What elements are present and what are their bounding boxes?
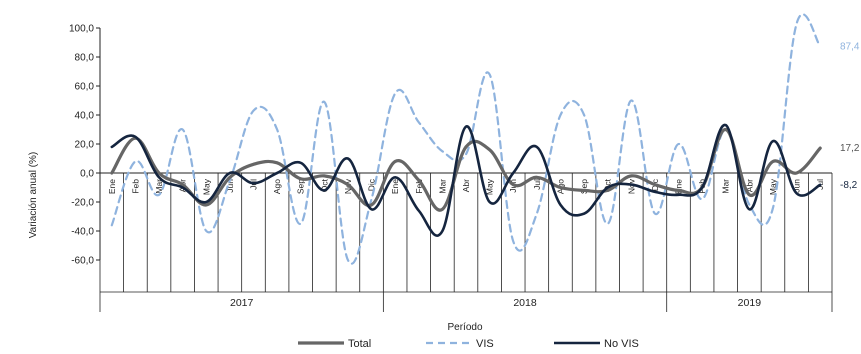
x-tick-label: Sep [579,179,589,194]
y-axis-title: Variación anual (%) [28,152,39,239]
year-label: 2019 [738,297,762,309]
y-tick-label: -40,0 [71,227,94,238]
series-lines [110,13,822,265]
x-tick-label: Jun [225,179,235,193]
end-labels: 87,4 17,2 -8,2 [840,41,860,191]
y-tick-label: 80,0 [75,53,95,64]
legend: Total VIS No VIS [298,338,639,350]
x-tick-label: Feb [130,179,140,194]
x-tick-label: Abr [744,179,754,192]
y-tick-label: 40,0 [75,111,95,122]
x-tick-label: Mar [721,179,731,194]
x-tick-label: Sep [296,179,306,194]
legend-label: Total [348,338,371,350]
y-tick-label: 20,0 [75,140,95,151]
legend-label: VIS [476,338,494,350]
x-tick-label: Jul [532,179,542,190]
x-tick-label: May [201,178,211,195]
x-tick-label: May [768,178,778,195]
x-tick-label: Nov [626,178,636,194]
x-tick-label: Feb [414,179,424,194]
x-tick-label: Jun [792,179,802,193]
x-axis: Ene Feb Mar Abr May Jun Jul Ago Sep Oct Nov Dic Ene F… [99,172,833,312]
year-label: 2018 [513,297,537,309]
x-tick-label: Mar [437,179,447,194]
x-axis-title: Período [447,322,482,333]
x-tick-label: Ene [107,179,117,194]
series-line-vis [110,13,822,265]
x-tick-label: Oct [319,178,329,192]
x-tick-label: Mar [154,179,164,194]
x-tick-label: Oct [603,178,613,192]
y-tick-label: -60,0 [71,256,94,267]
x-tick-label: May [485,178,495,195]
legend-label: No VIS [604,338,639,350]
y-tick-label: 0,0 [80,169,94,180]
x-tick-label: Abr [461,179,471,192]
y-tick-label: -20,0 [71,198,94,209]
y-tick-label: 60,0 [75,82,95,93]
x-tick-label: Ene [674,179,684,194]
year-label: 2017 [230,297,254,309]
end-label: 87,4 [840,41,860,52]
y-tick-label: 100,0 [69,24,94,35]
series-line-no-vis [110,123,822,237]
end-label: 17,2 [840,143,860,154]
x-tick-label: Ene [390,179,400,194]
y-axis: 100,0 80,0 60,0 40,0 20,0 0,0 -20,0 -40,0 -60,0 [69,24,101,267]
x-tick-label: Ago [272,179,282,194]
x-tick-label: Dic [367,178,377,191]
end-label: -8,2 [840,180,858,191]
